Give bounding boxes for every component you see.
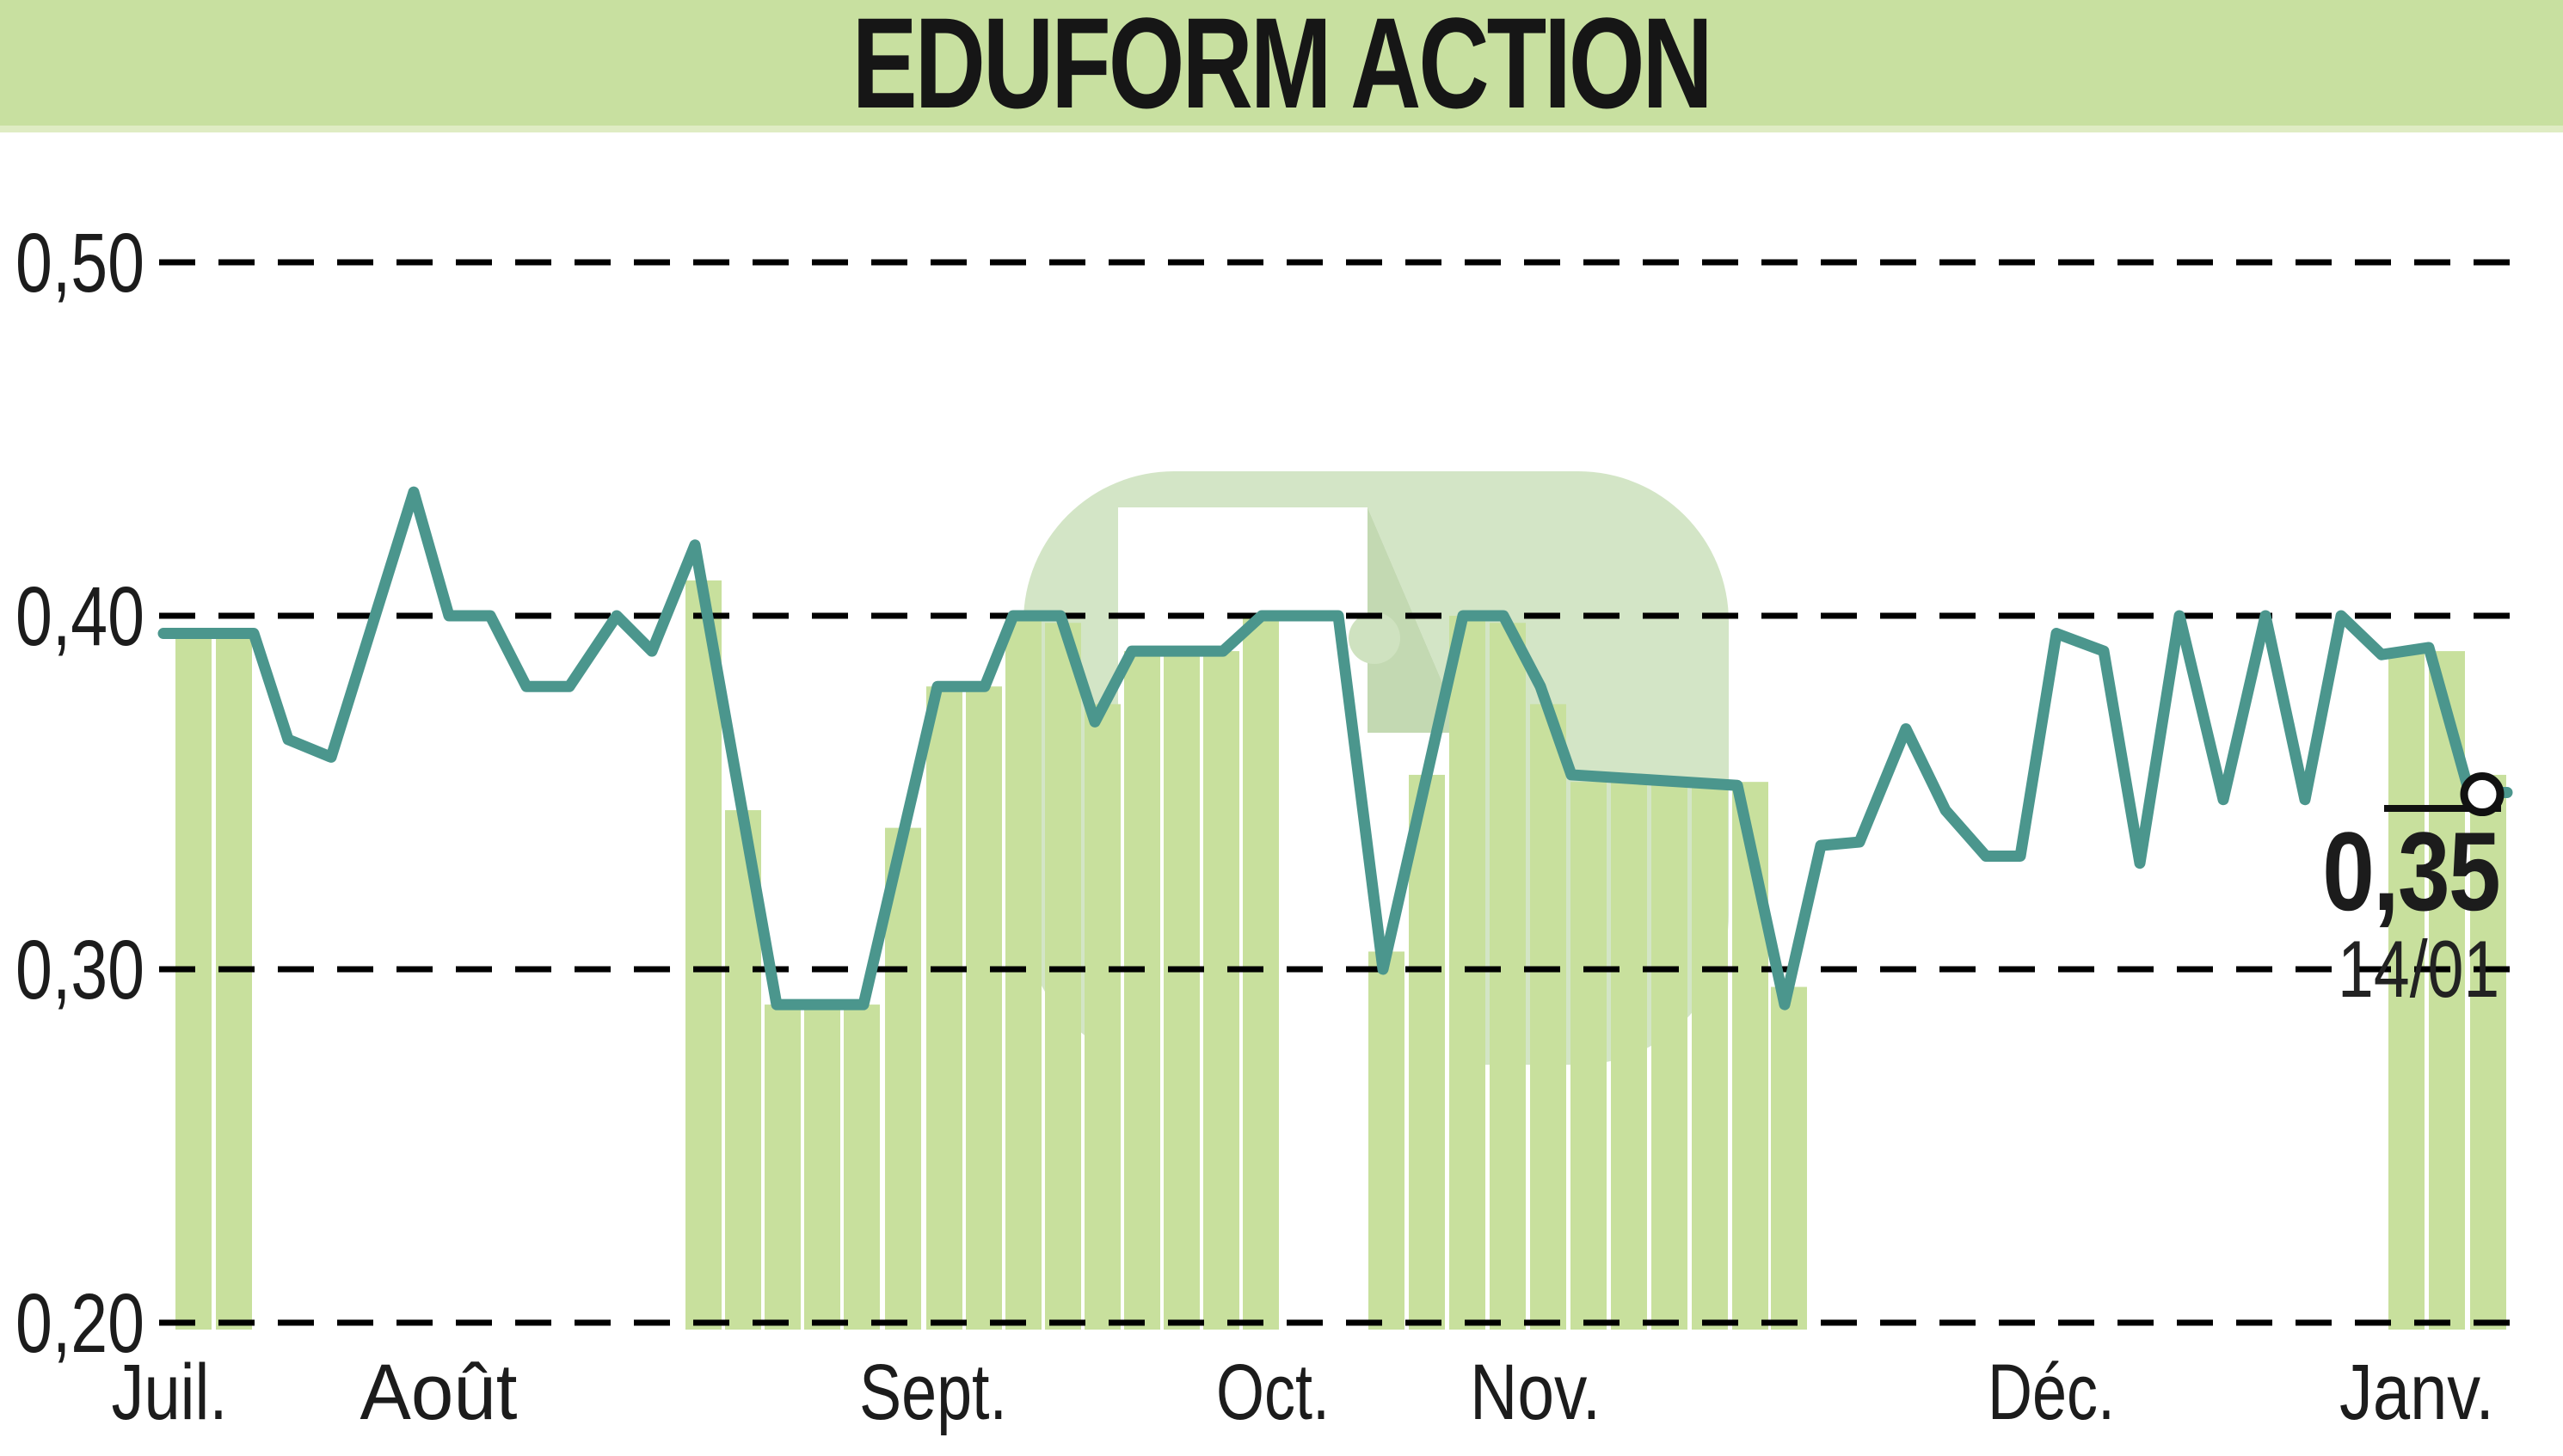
volume-bar: [1243, 616, 1279, 1330]
x-axis-month-label: Sept.: [859, 1348, 1007, 1436]
volume-bar: [1651, 782, 1687, 1330]
y-axis-tick-label: 0,40: [15, 569, 144, 663]
y-axis-tick-label: 0,20: [15, 1276, 144, 1370]
x-axis-month-label: Juil.: [112, 1348, 228, 1436]
volume-bar: [1124, 651, 1160, 1330]
price-line: [157, 486, 2513, 1011]
last-price-label: 0,35: [2322, 808, 2501, 934]
volume-bar: [1732, 782, 1768, 1330]
x-axis-month-label: Déc.: [1988, 1348, 2115, 1436]
volume-bar: [1085, 703, 1121, 1330]
volume-bar: [1409, 774, 1445, 1330]
volume-bar: [1611, 782, 1647, 1330]
volume-bar: [1692, 782, 1728, 1330]
volume-bar: [966, 686, 1002, 1330]
volume-bar: [804, 1004, 840, 1330]
volume-bar: [2470, 774, 2506, 1330]
watermark-dot: [1349, 612, 1400, 664]
volume-bar: [1490, 623, 1526, 1330]
volume-bar: [926, 686, 962, 1330]
volume-bar: [1203, 651, 1239, 1330]
volume-bar: [2388, 651, 2425, 1330]
volume-bar: [216, 633, 252, 1330]
x-axis-month-label: Janv.: [2339, 1348, 2494, 1436]
volume-bar: [1570, 782, 1607, 1330]
volume-bar: [1045, 623, 1081, 1330]
x-axis-month-label: Août: [360, 1348, 518, 1436]
volume-bar: [685, 580, 722, 1330]
last-price-date: 14/01: [2337, 924, 2499, 1014]
title-banner: EDUFORM ACTION: [0, 0, 2563, 135]
volume-bar: [1164, 651, 1200, 1330]
volume-bar: [1449, 616, 1485, 1330]
last-quote-block: 0,35 14/01: [2289, 808, 2501, 1014]
x-axis-month-label: Nov.: [1470, 1348, 1601, 1436]
y-axis-tick-label: 0,50: [15, 216, 144, 310]
x-axis-month-label: Oct.: [1216, 1348, 1330, 1436]
chart-title: EDUFORM ACTION: [851, 0, 1713, 135]
volume-bar: [1530, 703, 1566, 1330]
last-price-marker: [2460, 772, 2505, 817]
watermark-fold: [1368, 507, 1464, 733]
y-axis-tick-label: 0,30: [15, 923, 144, 1017]
volume-bar: [175, 633, 212, 1330]
volume-bar: [885, 827, 921, 1330]
volume-bar: [844, 1004, 880, 1330]
volume-bar: [1368, 951, 1404, 1330]
volume-bar: [1771, 986, 1807, 1330]
volume-bar: [765, 1004, 801, 1330]
volume-bar: [1005, 616, 1042, 1330]
